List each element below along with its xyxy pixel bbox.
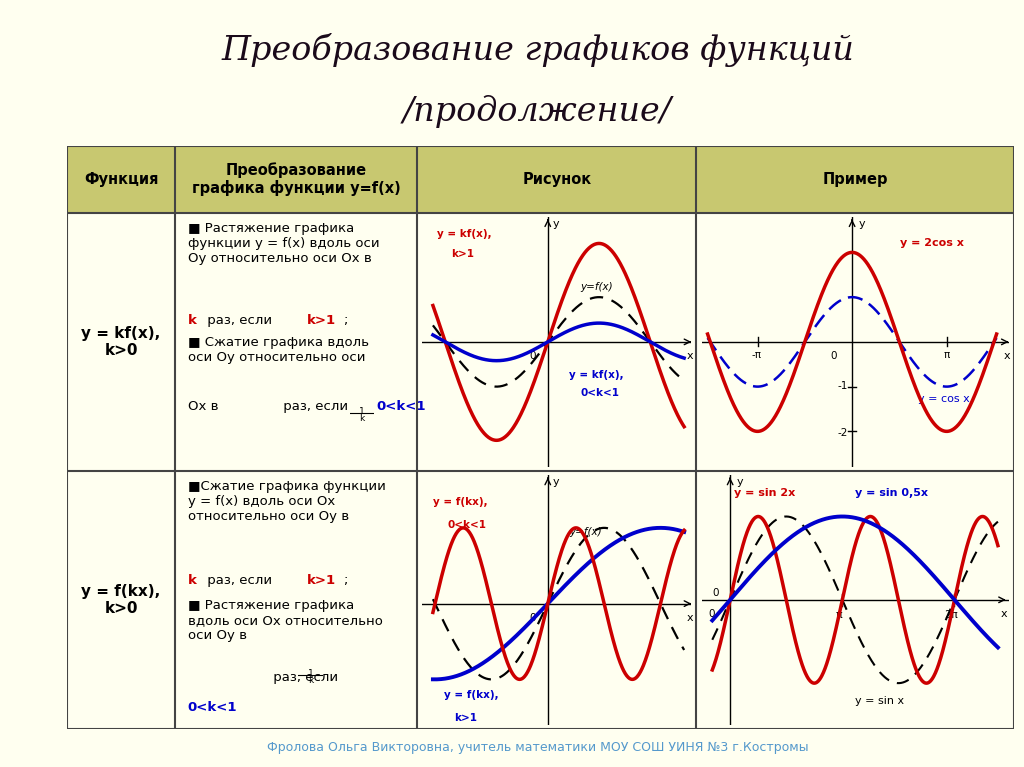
Text: 0<k<1: 0<k<1 bbox=[377, 400, 426, 413]
Text: x: x bbox=[687, 351, 693, 361]
Text: π: π bbox=[836, 611, 842, 621]
Text: y = sin 2x: y = sin 2x bbox=[734, 488, 795, 498]
Text: y = 2cos x: y = 2cos x bbox=[900, 238, 965, 248]
Text: y: y bbox=[553, 477, 560, 487]
Text: k>1: k>1 bbox=[306, 574, 336, 587]
Text: 0: 0 bbox=[713, 588, 719, 597]
Text: Рисунок: Рисунок bbox=[522, 172, 591, 186]
Text: k>1: k>1 bbox=[451, 249, 474, 259]
Text: 0: 0 bbox=[529, 351, 536, 361]
Text: 0: 0 bbox=[709, 609, 715, 619]
Text: y = f(kx),
k>0: y = f(kx), k>0 bbox=[81, 584, 161, 616]
Text: Преобразование
графика функции y=f(x): Преобразование графика функции y=f(x) bbox=[191, 162, 400, 196]
Text: y = kf(x),
k>0: y = kf(x), k>0 bbox=[81, 326, 161, 358]
Text: ■ Растяжение графика
функции y = f(x) вдоль оси
Оу относительно оси Ох в: ■ Растяжение графика функции y = f(x) вд… bbox=[187, 222, 379, 265]
Text: y = f(kx),: y = f(kx), bbox=[443, 690, 499, 700]
Text: Пример: Пример bbox=[822, 172, 888, 186]
Text: π: π bbox=[943, 350, 950, 360]
Text: y = f(kx),: y = f(kx), bbox=[433, 497, 487, 507]
Text: раз, если: раз, если bbox=[203, 574, 276, 587]
Text: x: x bbox=[687, 613, 693, 623]
Text: y = cos x: y = cos x bbox=[919, 394, 970, 404]
Text: 0: 0 bbox=[529, 613, 536, 623]
Text: -π: -π bbox=[751, 350, 761, 360]
Text: k: k bbox=[187, 314, 197, 327]
Text: k: k bbox=[187, 574, 197, 587]
Text: y = kf(x),: y = kf(x), bbox=[436, 229, 492, 239]
Text: -2: -2 bbox=[837, 428, 848, 438]
Text: k>1: k>1 bbox=[455, 713, 477, 723]
Text: y = kf(x),: y = kf(x), bbox=[569, 370, 624, 380]
Text: k: k bbox=[308, 676, 313, 685]
Text: y=f(x): y=f(x) bbox=[580, 282, 612, 292]
Text: ;: ; bbox=[343, 314, 347, 327]
Text: 0: 0 bbox=[830, 351, 837, 361]
Text: /продолжение/: /продолжение/ bbox=[403, 94, 672, 127]
Text: 2π: 2π bbox=[944, 611, 957, 621]
Text: ;: ; bbox=[343, 574, 347, 587]
Text: 0<k<1: 0<k<1 bbox=[187, 701, 238, 714]
Text: Ох в: Ох в bbox=[187, 400, 222, 413]
Text: ■ Сжатие графика вдоль
оси Оу относительно оси: ■ Сжатие графика вдоль оси Оу относитель… bbox=[187, 337, 369, 364]
Text: y: y bbox=[858, 219, 865, 229]
Text: раз, если: раз, если bbox=[269, 670, 338, 683]
Text: Функция: Функция bbox=[84, 172, 159, 186]
Text: y = sin x: y = sin x bbox=[855, 696, 904, 706]
Text: ■ Растяжение графика
вдоль оси Ох относительно
оси Оу в: ■ Растяжение графика вдоль оси Ох относи… bbox=[187, 600, 383, 643]
Text: Фролова Ольга Викторовна, учитель математики МОУ СОШ УИНЯ №3 г.Костромы: Фролова Ольга Викторовна, учитель матема… bbox=[267, 742, 808, 754]
Text: ■Сжатие графика функции
y = f(x) вдоль оси Ох
относительно оси Оу в: ■Сжатие графика функции y = f(x) вдоль о… bbox=[187, 480, 385, 523]
Bar bbox=[67, 146, 1014, 212]
Text: y = sin 0,5x: y = sin 0,5x bbox=[855, 488, 928, 498]
Text: 0<k<1: 0<k<1 bbox=[580, 387, 620, 397]
Text: -1: -1 bbox=[837, 381, 848, 391]
Text: раз, если: раз, если bbox=[203, 314, 276, 327]
Text: x: x bbox=[1004, 351, 1011, 361]
Text: раз, если: раз, если bbox=[279, 400, 352, 413]
Text: Преобразование графиков функций: Преобразование графиков функций bbox=[221, 33, 854, 67]
Text: y: y bbox=[553, 219, 560, 229]
Text: 0<k<1: 0<k<1 bbox=[447, 520, 486, 530]
Text: 1: 1 bbox=[359, 407, 365, 416]
Text: k: k bbox=[359, 414, 365, 423]
Text: y=f(x): y=f(x) bbox=[569, 528, 602, 538]
Text: 1: 1 bbox=[308, 669, 313, 677]
Text: k>1: k>1 bbox=[306, 314, 336, 327]
Text: y: y bbox=[736, 477, 742, 487]
Text: x: x bbox=[1000, 609, 1007, 619]
